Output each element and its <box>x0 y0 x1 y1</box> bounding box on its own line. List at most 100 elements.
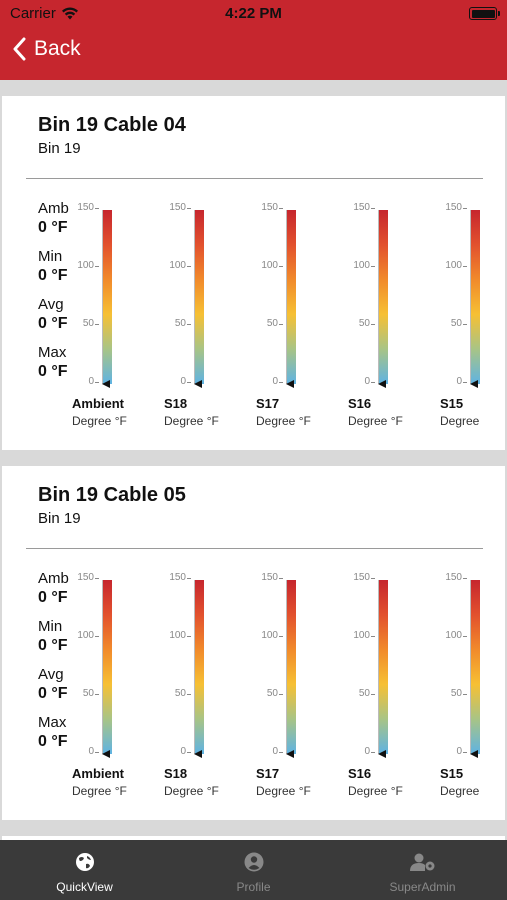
scale-tick: 0 <box>248 746 283 757</box>
sensor-name: S18 <box>164 396 188 411</box>
wifi-icon <box>61 7 78 20</box>
scale-tick: 100 <box>340 260 375 271</box>
admin-gear-icon <box>409 853 434 871</box>
temperature-gauge: 150 100 50 0 S18 Degree °F <box>162 200 252 440</box>
stat-item: Amb 0 °F <box>38 200 98 248</box>
sensor-name: Ambient <box>72 766 124 781</box>
stat-label: Min <box>38 618 63 635</box>
stat-label: Amb <box>38 570 69 587</box>
stat-value: 0 °F <box>38 685 68 702</box>
tab-label: SuperAdmin <box>389 880 456 894</box>
gauge-bar <box>378 580 388 754</box>
sensor-unit: Degree °F <box>256 414 311 428</box>
user-icon <box>244 852 263 872</box>
scale-tick: 0 <box>64 376 99 387</box>
scale-tick: 0 <box>340 376 375 387</box>
divider <box>26 548 483 549</box>
sensor-name: S15 <box>440 766 464 781</box>
scale-tick: 150 <box>156 202 191 213</box>
tab-label: Profile <box>236 880 271 894</box>
gauge-bar <box>194 580 204 754</box>
sensor-unit: Degree °F <box>440 784 483 798</box>
gauge-row[interactable]: 150 100 50 0 Ambient Degree °F 150 100 50 0 S18 Deg… <box>2 570 483 810</box>
stat-item: Max 0 °F <box>38 714 98 762</box>
gauge-marker <box>470 750 478 758</box>
sensor-unit: Degree °F <box>72 784 127 798</box>
status-bar: Carrier 4:22 PM <box>0 0 507 28</box>
tab-superadmin[interactable]: SuperAdmin <box>338 840 507 900</box>
gauge-row[interactable]: 150 100 50 0 Ambient Degree °F 150 100 50 0 S18 Deg… <box>2 200 483 440</box>
carrier-info: Carrier <box>10 5 79 22</box>
cable-card[interactable]: Bin 19 Cable 05 Bin 19 150 100 50 0 Ambient Deg… <box>2 466 505 820</box>
sensor-unit: Degree °F <box>348 784 403 798</box>
sensor-name: S17 <box>256 766 280 781</box>
stat-label: Min <box>38 248 63 265</box>
cable-list[interactable]: Bin 19 Cable 04 Bin 19 150 100 50 0 Ambient Deg… <box>0 80 507 840</box>
scale-tick: 100 <box>432 630 467 641</box>
scale-tick: 50 <box>156 688 191 699</box>
gauge-bar <box>102 210 112 384</box>
scale-tick: 0 <box>156 746 191 757</box>
gauge-marker <box>102 750 110 758</box>
temperature-stats: Amb 0 °F Min 0 °F Avg 0 °F Max 0 °F <box>38 570 98 762</box>
sensor-name: Ambient <box>72 396 124 411</box>
globe-icon <box>75 853 94 871</box>
stat-value: 0 °F <box>38 363 68 380</box>
cable-title: Bin 19 Cable 04 <box>38 114 186 136</box>
scale-tick: 100 <box>432 260 467 271</box>
scale-tick: 50 <box>248 688 283 699</box>
sensor-unit: Degree °F <box>72 414 127 428</box>
temperature-gauge: 150 100 50 0 S18 Degree °F <box>162 570 252 810</box>
chevron-left-icon <box>13 37 26 61</box>
scale-tick: 50 <box>340 318 375 329</box>
cable-card-partial[interactable] <box>2 836 505 840</box>
tab-bar: QuickView Profile SuperAdmin <box>0 840 507 900</box>
scale-tick: 100 <box>248 260 283 271</box>
back-label: Back <box>34 37 81 60</box>
stat-item: Max 0 °F <box>38 344 98 392</box>
scale-tick: 50 <box>248 318 283 329</box>
carrier-label: Carrier <box>10 5 56 22</box>
scale-tick: 0 <box>432 376 467 387</box>
gauge-bar <box>286 210 296 384</box>
temperature-gauge: 150 100 50 0 S17 Degree °F <box>254 200 344 440</box>
sensor-unit: Degree °F <box>256 784 311 798</box>
scale-tick: 150 <box>340 202 375 213</box>
stat-label: Max <box>38 714 67 731</box>
sensor-name: S18 <box>164 766 188 781</box>
scale-tick: 50 <box>64 688 99 699</box>
bin-subtitle: Bin 19 <box>38 140 81 157</box>
sensor-name: S17 <box>256 396 280 411</box>
scale-tick: 150 <box>248 202 283 213</box>
scale-tick: 100 <box>248 630 283 641</box>
scale-tick: 50 <box>156 318 191 329</box>
battery-icon <box>469 7 500 20</box>
tab-profile[interactable]: Profile <box>169 840 338 900</box>
stat-value: 0 °F <box>38 589 68 606</box>
status-time: 4:22 PM <box>225 5 282 22</box>
scale-tick: 0 <box>340 746 375 757</box>
temperature-gauge: 150 100 50 0 S16 Degree °F <box>346 570 436 810</box>
scale-tick: 150 <box>340 572 375 583</box>
gauge-marker <box>286 380 294 388</box>
gauge-marker <box>470 380 478 388</box>
scale-tick: 0 <box>156 376 191 387</box>
scale-tick: 0 <box>432 746 467 757</box>
scale-tick: 50 <box>432 688 467 699</box>
cable-card[interactable]: Bin 19 Cable 04 Bin 19 150 100 50 0 Ambient Deg… <box>2 96 505 450</box>
gauge-marker <box>378 750 386 758</box>
scale-tick: 150 <box>432 202 467 213</box>
tab-quickview[interactable]: QuickView <box>0 840 169 900</box>
gauge-marker <box>194 750 202 758</box>
scale-tick: 0 <box>248 376 283 387</box>
stat-value: 0 °F <box>38 267 68 284</box>
stat-label: Amb <box>38 200 69 217</box>
gauge-marker <box>286 750 294 758</box>
scale-tick: 50 <box>432 318 467 329</box>
back-button[interactable]: Back <box>12 37 81 61</box>
temperature-stats: Amb 0 °F Min 0 °F Avg 0 °F Max 0 °F <box>38 200 98 392</box>
temperature-gauge: 150 100 50 0 S17 Degree °F <box>254 570 344 810</box>
tab-label: QuickView <box>56 880 113 894</box>
